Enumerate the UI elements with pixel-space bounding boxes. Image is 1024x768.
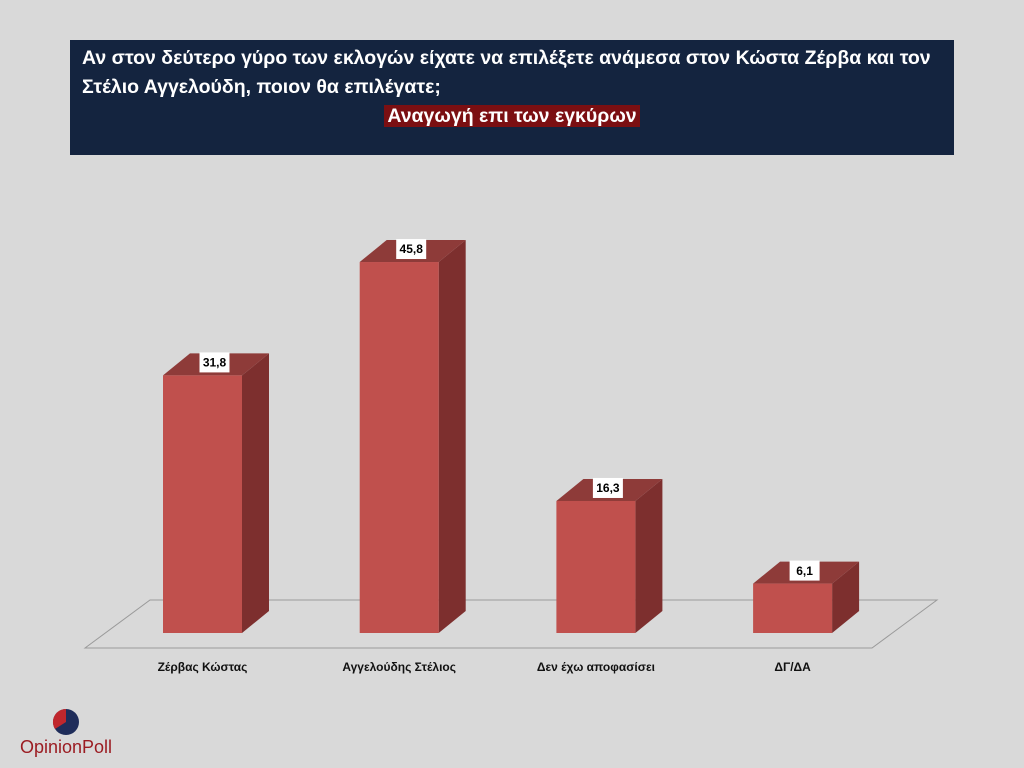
title-box: Αν στον δεύτερο γύρο των εκλογών είχατε … (70, 40, 954, 155)
x-tick-label: Αγγελούδης Στέλιος (342, 660, 456, 674)
subtitle-row: Αναγωγή επι των εγκύρων (82, 102, 942, 131)
value-label-box (789, 560, 820, 581)
value-label-box (396, 239, 427, 260)
value-label-box (592, 477, 623, 498)
bar (556, 500, 636, 633)
value-label: 16,3 (596, 481, 620, 495)
bar-side (438, 240, 466, 633)
value-label-box (199, 352, 230, 373)
brand: OpinionPoll (20, 737, 112, 757)
logo-slice (52, 708, 66, 729)
bar (163, 375, 242, 633)
x-tick-label: Δεν έχω αποφασίσει (537, 660, 655, 674)
x-tick-label: Ζέρβας Κώστας (158, 660, 248, 674)
bar (753, 583, 833, 633)
floor (83, 599, 939, 649)
value-label: 31,8 (203, 356, 227, 370)
bar-side (832, 561, 860, 633)
chart-title: Αν στον δεύτερο γύρο των εκλογών είχατε … (82, 47, 931, 98)
bar-side (635, 478, 663, 633)
x-tick-label: ΔΓ/ΔΑ (774, 660, 811, 674)
bar-side (242, 353, 269, 633)
bar (359, 262, 439, 633)
value-label: 45,8 (400, 242, 424, 256)
chart-subtitle: Αναγωγή επι των εγκύρων (384, 105, 640, 127)
value-label: 6,1 (796, 564, 813, 578)
